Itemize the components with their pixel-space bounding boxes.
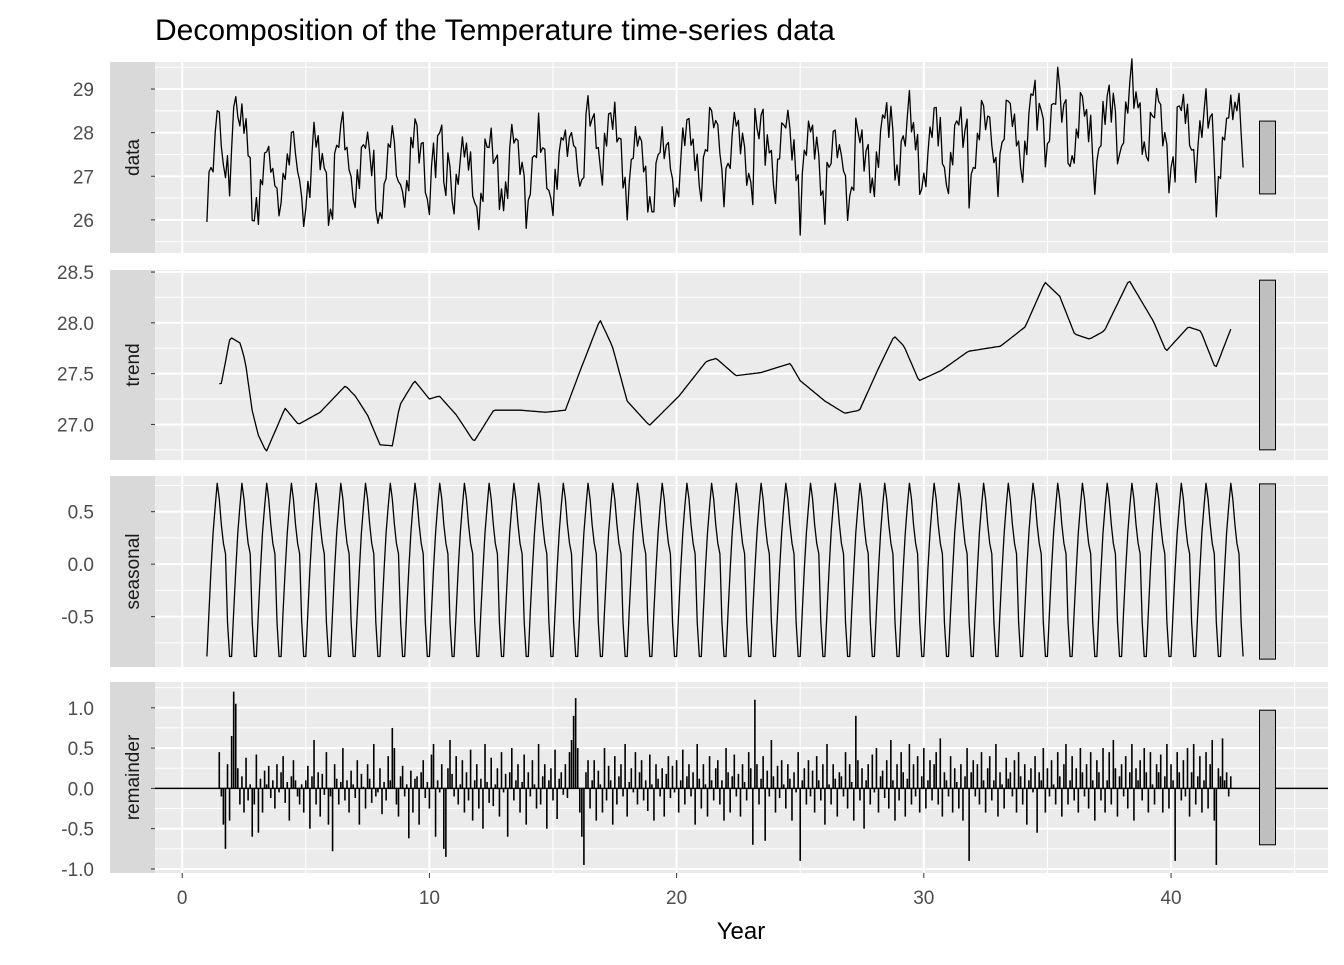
strip-label: data — [123, 139, 144, 176]
x-tick-label: 30 — [913, 888, 934, 909]
panel-background — [155, 682, 1328, 873]
y-tick-label: -0.5 — [61, 608, 94, 629]
y-tick-label: 0.0 — [68, 555, 94, 576]
scale-bar — [1259, 120, 1276, 195]
panel-remainder: remainder -1.0 -0.5 0.0 0.5 1.0 — [61, 682, 1328, 881]
strip-trend — [110, 270, 155, 460]
y-tick-label: 0.5 — [68, 739, 94, 760]
y-tick-label: -1.0 — [61, 860, 94, 881]
y-tick-label: 27.0 — [57, 415, 94, 436]
panel-data: data 26 27 28 29 — [73, 58, 1328, 253]
y-tick-label: 0.0 — [68, 779, 94, 800]
seasonal-line — [206, 482, 1244, 658]
y-tick-label: -0.5 — [61, 820, 94, 841]
strip-label: seasonal — [123, 533, 144, 609]
panel-background — [155, 270, 1328, 460]
strip-remainder — [110, 682, 155, 873]
panel-seasonal: seasonal -0.5 0.0 0.5 — [61, 476, 1328, 667]
scale-bar — [1259, 483, 1276, 660]
x-axis-label: Year — [717, 918, 766, 945]
y-tick-label: 0.5 — [68, 503, 94, 524]
y-tick-label: 27 — [73, 167, 94, 188]
x-tick-label: 40 — [1160, 888, 1181, 909]
y-tick-label: 1.0 — [68, 699, 94, 720]
data-line — [206, 58, 1244, 236]
strip-seasonal — [110, 476, 155, 667]
panel-background — [155, 62, 1328, 253]
panel-background — [155, 476, 1328, 667]
scale-bar — [1259, 279, 1276, 451]
strip-label: trend — [123, 343, 144, 386]
trend-line — [219, 280, 1232, 452]
x-tick-label: 10 — [419, 888, 440, 909]
scale-bar — [1259, 709, 1276, 846]
y-tick-label: 29 — [73, 80, 94, 101]
panel-trend: trend 27.0 27.5 28.0 28.5 — [57, 263, 1328, 460]
x-tick-label: 0 — [177, 888, 188, 909]
strip-label: remainder — [123, 734, 144, 820]
y-tick-label: 26 — [73, 211, 94, 232]
x-tick-label: 20 — [666, 888, 687, 909]
y-tick-label: 28 — [73, 124, 94, 145]
y-tick-label: 28.5 — [57, 263, 94, 284]
chart-title: Decomposition of the Temperature time-se… — [155, 14, 835, 47]
y-tick-label: 28.0 — [57, 314, 94, 335]
y-tick-label: 27.5 — [57, 365, 94, 386]
strip-data — [110, 62, 155, 253]
